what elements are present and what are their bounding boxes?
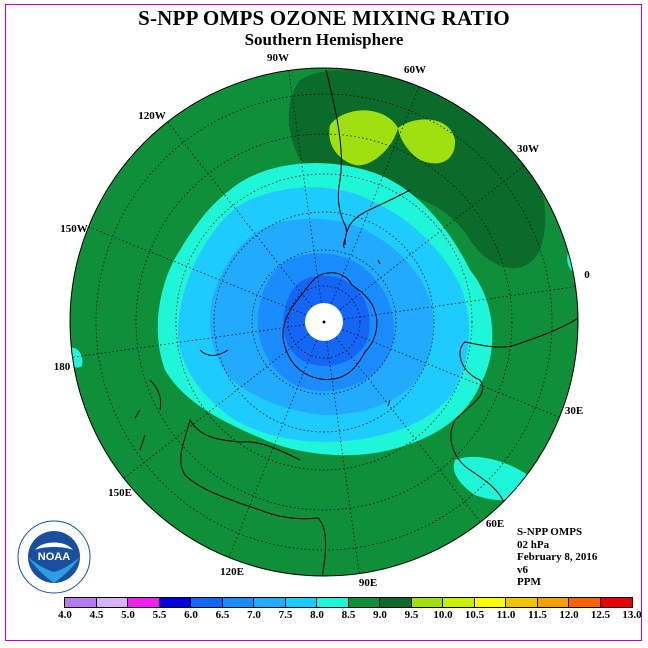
- colorbar: [64, 597, 633, 608]
- info-date: February 8, 2016: [517, 551, 598, 563]
- coastline-islands: [134, 259, 391, 451]
- colorbar-tick-label: 4.0: [58, 609, 72, 621]
- colorbar-tick-label: 5.5: [152, 609, 167, 621]
- colorbar-swatch: [380, 598, 412, 607]
- noaa-seal-icon: NOAA: [17, 520, 91, 594]
- colorbar-swatch: [191, 598, 223, 607]
- colorbar-swatch: [506, 598, 538, 607]
- colorbar-tick-label: 10.5: [464, 609, 485, 621]
- colorbar-tick-label: 13.0: [622, 609, 642, 621]
- coastline-new-zealand: [149, 349, 229, 411]
- plot-frame: [5, 4, 642, 641]
- lon-label-90w: 90W: [267, 52, 289, 64]
- colorbar-tick-label: 12.0: [559, 609, 579, 621]
- colorbar-swatch: [254, 598, 286, 607]
- colorbar-swatch: [474, 598, 506, 607]
- colorbar-tick-label: 12.5: [590, 609, 611, 621]
- colorbar-tick-label: 8.0: [310, 609, 324, 621]
- colorbar-swatch: [443, 598, 475, 607]
- lon-label-30e: 30E: [565, 405, 583, 417]
- lon-label-60w: 60W: [404, 64, 426, 76]
- coastline-africa: [450, 317, 578, 506]
- coastline-antarctica: [282, 272, 378, 381]
- colorbar-tick-label: 7.0: [247, 609, 261, 621]
- lon-label-180: 180: [54, 361, 71, 373]
- map-title: S-NPP OMPS OZONE MIXING RATIO: [138, 6, 510, 30]
- coastlines: [134, 69, 578, 576]
- colorbar-swatch: [537, 598, 569, 607]
- colorbar-swatch: [285, 598, 317, 607]
- longitude-labels: 90W 60W 120W 30W 150W 0 180 30E 150E 60E 120E 90E: [54, 52, 591, 589]
- lon-label-150e: 150E: [108, 487, 132, 499]
- colorbar-tick-label: 6.5: [215, 609, 230, 621]
- colorbar-tick-label: 6.0: [184, 609, 198, 621]
- colorbar-tick-label: 11.0: [496, 609, 516, 621]
- colorbar-tick-label: 11.5: [528, 609, 547, 621]
- map-edge: [69, 67, 579, 577]
- colorbar-swatch: [411, 598, 443, 607]
- south-pole-dot: [322, 320, 326, 324]
- noaa-logo-text: NOAA: [38, 551, 70, 563]
- colorbar-swatch: [128, 598, 160, 607]
- info-block: S-NPP OMPS 02 hPa February 8, 2016 v6 PP…: [517, 526, 597, 589]
- map-subtitle: Southern Hemisphere: [244, 30, 404, 49]
- noaa-logo: NOAA: [17, 520, 91, 594]
- colorbar-swatch: [317, 598, 349, 607]
- info-level: 02 hPa: [517, 538, 550, 551]
- colorbar-tick-label: 9.5: [404, 609, 419, 621]
- ozone-field-9-9.5-west: [329, 110, 398, 166]
- info-version: v6: [517, 563, 528, 576]
- colorbar-tick-label: 9.0: [373, 609, 387, 621]
- colorbar-tick-label: 7.5: [278, 609, 293, 621]
- graticule: [70, 68, 578, 576]
- info-instrument: S-NPP OMPS: [517, 526, 583, 538]
- lon-label-90e: 90E: [359, 577, 377, 589]
- lon-label-120e: 120E: [220, 566, 244, 578]
- lon-label-60e: 60E: [486, 518, 504, 530]
- colorbar-swatch: [96, 598, 128, 607]
- colorbar-swatch: [65, 598, 97, 607]
- colorbar-tick-label: 10.0: [433, 609, 453, 621]
- colorbar-swatch: [222, 598, 254, 607]
- colorbar-tick-label: 4.5: [89, 609, 104, 621]
- colorbar-tick-label: 5.0: [121, 609, 135, 621]
- coastline-australia: [180, 418, 327, 576]
- coastline-south-america: [325, 69, 411, 249]
- colorbar-swatch: [600, 598, 632, 607]
- info-units: PPM: [517, 576, 541, 588]
- lon-label-150w: 150W: [60, 223, 88, 235]
- colorbar-swatch: [159, 598, 191, 607]
- ozone-field-9-9.5-east: [398, 119, 456, 164]
- lon-label-30w: 30W: [517, 143, 539, 155]
- colorbar-tick-label: 8.5: [341, 609, 356, 621]
- lon-label-120w: 120W: [138, 110, 166, 122]
- lon-label-0: 0: [584, 269, 590, 281]
- colorbar-swatch: [348, 598, 380, 607]
- colorbar-swatch: [569, 598, 601, 607]
